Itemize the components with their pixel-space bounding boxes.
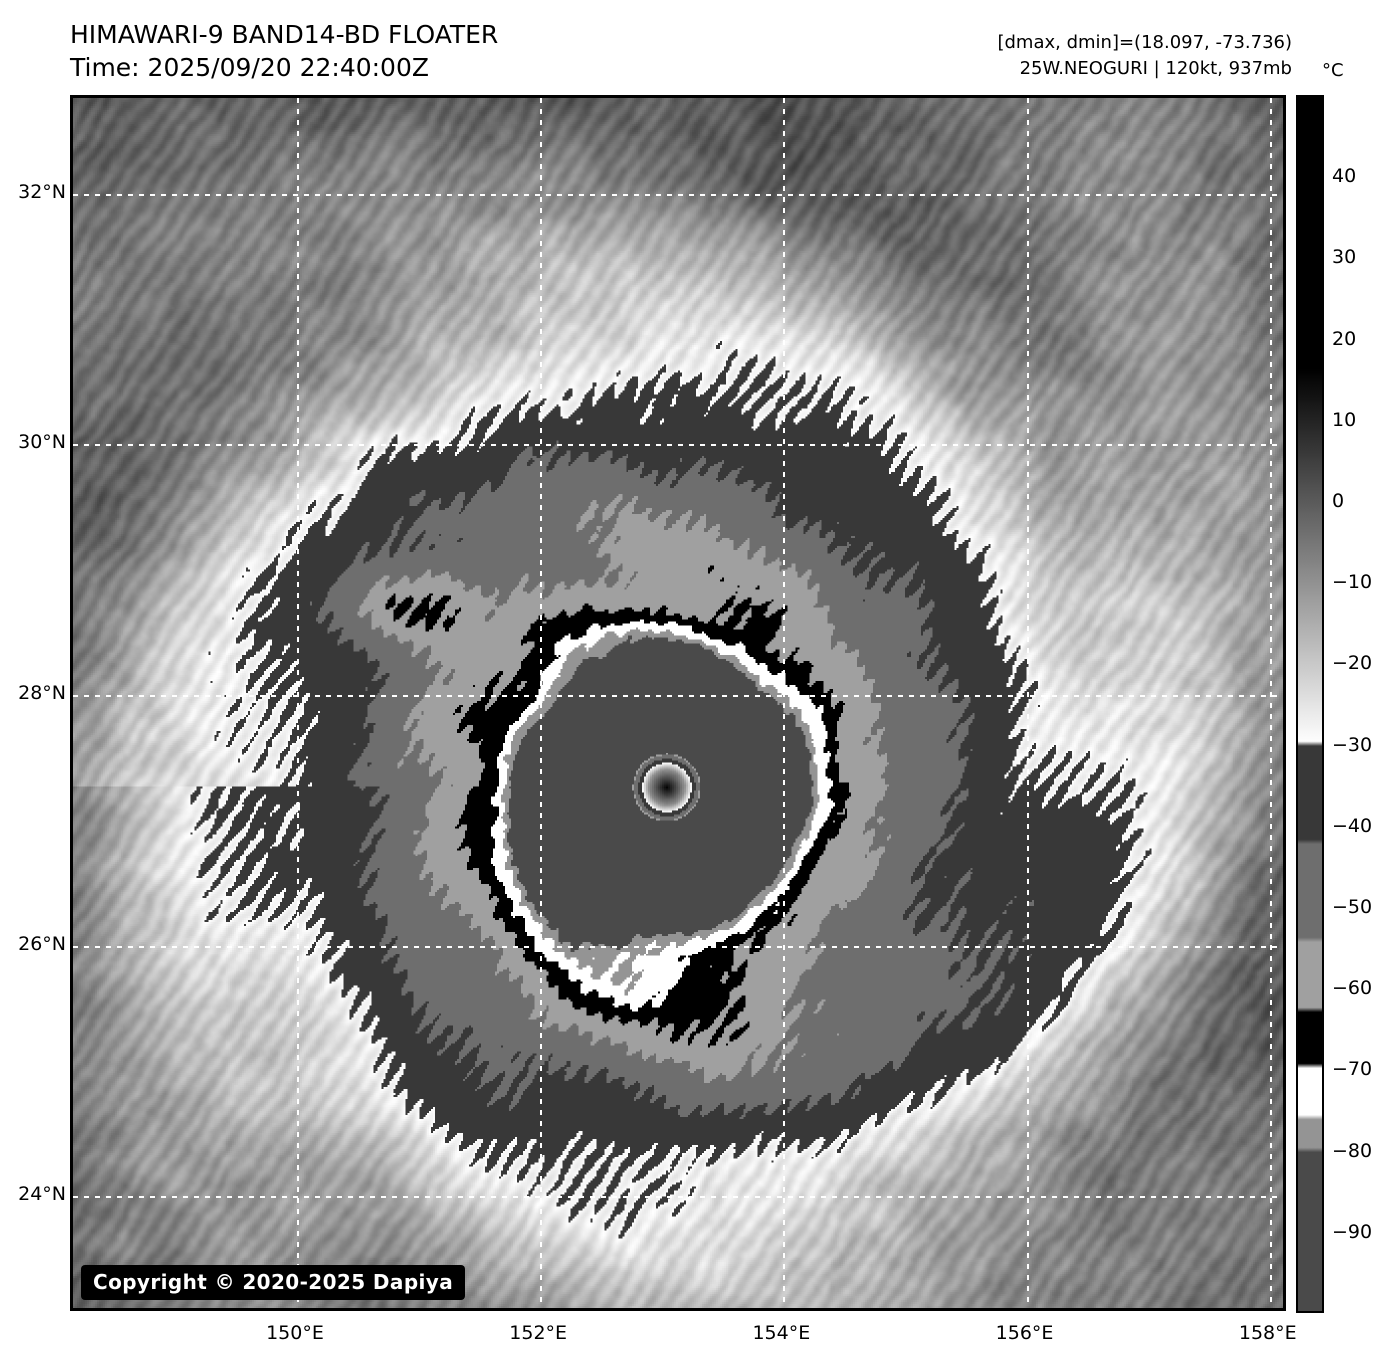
colorbar-tick-label: −90 — [1332, 1220, 1373, 1243]
satellite-imagery-canvas — [73, 98, 1283, 1308]
longitude-tick-label: 150°E — [266, 1322, 324, 1344]
colorbar-tick-label: −50 — [1332, 896, 1373, 918]
colorbar-unit-label: °C — [1322, 60, 1344, 81]
longitude-tick-label: 154°E — [752, 1322, 811, 1344]
latitude-tick-label: 24°N — [18, 1183, 66, 1206]
temperature-colorbar[interactable] — [1296, 95, 1324, 1313]
colorbar-tick-label: 0 — [1332, 490, 1345, 512]
copyright-watermark: Copyright © 2020-2025 Dapiya — [81, 1265, 466, 1300]
colorbar-tick-label: −40 — [1332, 814, 1373, 837]
colorbar-tick-label: −20 — [1332, 652, 1373, 675]
longitude-tick-label: 156°E — [995, 1322, 1054, 1344]
latitude-tick-label: 32°N — [18, 180, 66, 203]
colorbar-tick-label: −60 — [1332, 977, 1373, 1000]
colorbar-gradient — [1298, 97, 1322, 1311]
colorbar-tick-label: −70 — [1332, 1058, 1373, 1081]
data-minmax-label: [dmax, dmin]=(18.097, -73.736) — [997, 32, 1292, 53]
latitude-tick-label: 26°N — [18, 932, 66, 955]
header-right-block: [dmax, dmin]=(18.097, -73.736) 25W.NEOGU… — [997, 30, 1292, 82]
colorbar-tick-label: 20 — [1332, 327, 1357, 350]
latitude-tick-label: 28°N — [18, 681, 66, 704]
header-left-block: HIMAWARI-9 BAND14-BD FLOATER Time: 2025/… — [70, 18, 498, 84]
latitude-tick-label: 30°N — [18, 431, 66, 454]
colorbar-tick-label: −10 — [1332, 571, 1373, 594]
page-title: HIMAWARI-9 BAND14-BD FLOATER — [70, 20, 499, 49]
storm-info-label: 25W.NEOGURI | 120kt, 937mb — [1019, 58, 1292, 79]
colorbar-tick-label: 10 — [1332, 408, 1357, 431]
colorbar-tick-label: 30 — [1332, 246, 1357, 269]
longitude-tick-label: 152°E — [509, 1322, 568, 1344]
colorbar-tick-label: −80 — [1332, 1139, 1373, 1162]
colorbar-tick-label: −30 — [1332, 733, 1373, 756]
timestamp-label: Time: 2025/09/20 22:40:00Z — [70, 53, 429, 82]
satellite-image-plot[interactable]: Copyright © 2020-2025 Dapiya — [70, 95, 1286, 1311]
longitude-tick-label: 158°E — [1238, 1322, 1297, 1344]
colorbar-tick-label: 40 — [1332, 165, 1357, 188]
